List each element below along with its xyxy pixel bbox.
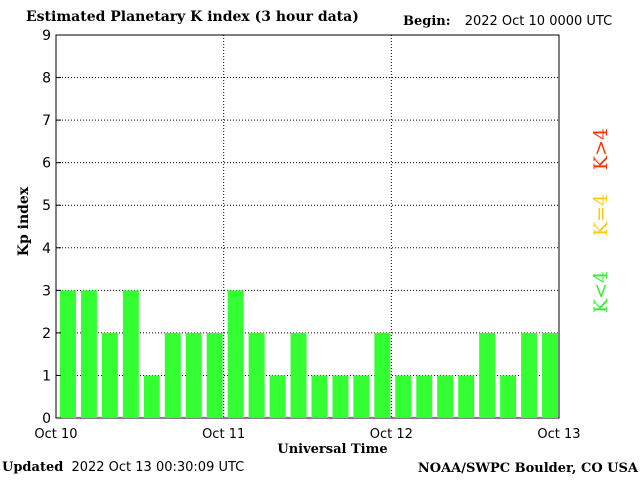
x-axis-label: Universal Time [277,442,387,457]
begin-value: 2022 Oct 10 0000 UTC [464,14,613,29]
y-tick-label-2: 2 [42,326,51,342]
bar-15 [374,332,391,418]
bar-19 [458,375,475,418]
plot-frame [55,34,560,419]
legend-k-eq-4: K=4 [590,193,612,237]
bar-20 [479,332,496,418]
chart-title: Estimated Planetary K index (3 hour data… [26,9,359,25]
begin-label: Begin: [403,14,451,29]
y-axis-label: Kp index [16,186,32,256]
x-tick-label-2: Oct 12 [370,427,413,442]
bar-10 [269,375,286,418]
begin-time: Begin: 2022 Oct 10 0000 UTC [403,14,612,29]
bar-5 [164,332,181,418]
y-tick-label-6: 6 [42,156,51,172]
y-tick-label-3: 3 [42,283,51,299]
bar-1 [80,290,97,418]
bar-4 [143,375,160,418]
bar-16 [395,375,412,418]
legend-k-gt-4: K>4 [590,127,612,171]
x-tick-label-3: Oct 13 [537,427,580,442]
y-tick-label-1: 1 [42,368,51,384]
y-tick-label-9: 9 [42,28,51,44]
y-tick-label-4: 4 [42,241,51,257]
bar-17 [416,375,433,418]
bar-8 [227,290,244,418]
bar-3 [122,290,139,418]
updated-value: 2022 Oct 13 00:30:09 UTC [71,460,245,475]
y-tick-label-8: 8 [42,71,51,87]
bar-9 [248,332,265,418]
bar-18 [437,375,454,418]
credit-text: NOAA/SWPC Boulder, CO USA [417,461,638,476]
bar-21 [500,375,517,418]
bar-12 [311,375,328,418]
bar-14 [353,375,370,418]
x-tick-label-0: Oct 10 [34,427,77,442]
bar-6 [185,332,202,418]
bar-22 [521,332,538,418]
legend-k-lt-4: K<4 [590,270,612,314]
x-tick-label-1: Oct 11 [202,427,245,442]
bar-11 [290,332,307,418]
y-tick-label-5: 5 [42,198,51,214]
bar-7 [206,332,223,418]
bar-2 [101,332,118,418]
y-tick-label-0: 0 [42,411,51,427]
bar-0 [60,290,76,418]
y-tick-label-7: 7 [42,113,51,129]
updated-time: Updated 2022 Oct 13 00:30:09 UTC [2,460,244,475]
updated-label: Updated [2,460,64,475]
bar-23 [542,332,558,418]
bar-13 [332,375,349,418]
